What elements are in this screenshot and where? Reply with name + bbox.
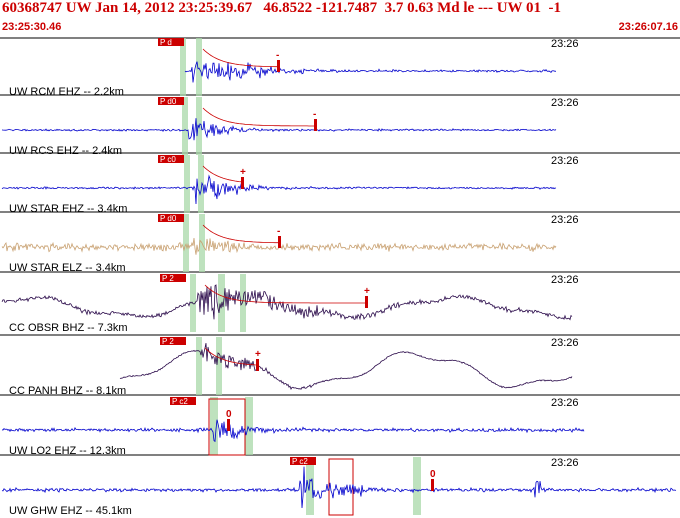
polarity-mark: + — [255, 349, 261, 360]
waveform-trace — [1, 118, 557, 141]
waveform-trace — [1, 419, 585, 443]
polarity-mark: + — [240, 167, 246, 178]
analysis-window — [240, 274, 246, 332]
coda-end-marker — [365, 296, 368, 308]
station-label: UW RCM EHZ -- 2.2km — [9, 86, 124, 98]
pick-flag — [160, 274, 186, 282]
analysis-window — [180, 38, 186, 96]
pick-flag — [160, 337, 186, 345]
coda-curve — [204, 284, 365, 304]
pick-label: P d — [160, 38, 172, 47]
end-time-label: 23:26:07.16 — [618, 21, 678, 33]
pick-label: P 2 — [162, 337, 174, 346]
pick-label: P 2 — [162, 274, 174, 283]
time-tick-label: 23:26 — [551, 155, 579, 167]
start-time-label: 23:25:30.46 — [2, 21, 62, 33]
analysis-window — [196, 97, 202, 155]
time-tick-label: 23:26 — [551, 274, 579, 286]
analysis-window — [196, 337, 202, 395]
waveform-trace — [1, 284, 573, 321]
station-label: UW GHW EHZ -- 45.1km — [9, 505, 132, 517]
time-tick-label: 23:26 — [551, 97, 579, 109]
trace-panel: P c2 0 23:26 UW GHW EHZ -- 45.1km — [1, 457, 677, 517]
analysis-window — [182, 97, 188, 155]
analysis-window — [413, 457, 421, 515]
trace-panel: P c2 0 23:26 UW LO2 EHZ -- 12.3km — [1, 397, 585, 457]
time-tick-label: 23:26 — [551, 337, 579, 349]
coda-end-marker — [314, 119, 317, 131]
coda-curve — [202, 107, 315, 127]
pick-label: P c2 — [172, 397, 188, 406]
station-label: CC OBSR BHZ -- 7.3km — [9, 322, 128, 334]
analysis-window — [184, 155, 190, 213]
station-label: UW LO2 EHZ -- 12.3km — [9, 445, 126, 457]
pick-flag — [170, 397, 196, 405]
trace-panel: P d - 23:26 UW RCM EHZ -- 2.2km — [9, 38, 579, 98]
coda-end-marker — [241, 177, 244, 189]
pick-label: P d0 — [160, 214, 177, 223]
polarity-mark: - — [277, 226, 280, 237]
pick-window-outline — [208, 398, 246, 456]
pick-flag — [158, 214, 184, 222]
analysis-window — [183, 214, 189, 272]
pick-label: P c2 — [292, 457, 308, 466]
time-tick-label: 23:26 — [551, 38, 579, 50]
polarity-mark: 0 — [226, 409, 232, 420]
pick-label: P d0 — [160, 97, 177, 106]
polarity-mark: 0 — [430, 469, 436, 480]
trace-panel: P c0 +23:26 UW STAR EHZ -- 3.4km — [1, 155, 579, 215]
polarity-mark: - — [276, 50, 279, 61]
analysis-window — [216, 337, 222, 395]
pick-flag — [158, 97, 184, 105]
trace-panel: P 2 +23:26 CC OBSR BHZ -- 7.3km — [1, 274, 579, 334]
station-label: UW STAR ELZ -- 3.4km — [9, 262, 126, 274]
coda-curve — [202, 48, 277, 68]
pick-flag — [290, 457, 316, 465]
waveform-trace — [119, 343, 573, 391]
time-tick-label: 23:26 — [551, 397, 579, 409]
waveform-trace — [1, 466, 677, 509]
coda-end-marker — [278, 236, 281, 248]
coda-curve — [202, 224, 279, 244]
waveform-trace — [1, 174, 557, 205]
waveform-trace — [184, 61, 557, 83]
analysis-window — [210, 397, 218, 455]
trace-panel: P d0 - 23:26 UW RCS EHZ -- 2.4km — [1, 97, 579, 157]
coda-curve — [204, 347, 258, 366]
station-label: UW STAR EHZ -- 3.4km — [9, 203, 127, 215]
coda-end-marker — [277, 60, 280, 72]
station-label: UW RCS EHZ -- 2.4km — [9, 145, 122, 157]
analysis-window — [306, 457, 314, 515]
coda-curve — [202, 165, 242, 183]
station-label: CC PANH BHZ -- 8.1km — [9, 385, 126, 397]
coda-end-marker — [227, 419, 230, 431]
trace-panel: P d0 - 23:26 UW STAR ELZ -- 3.4km — [1, 214, 579, 274]
pick-flag — [158, 155, 184, 163]
analysis-window — [198, 155, 204, 213]
time-tick-label: 23:26 — [551, 457, 579, 469]
polarity-mark: - — [313, 109, 316, 120]
analysis-window — [245, 397, 253, 455]
time-tick-label: 23:26 — [551, 214, 579, 226]
analysis-window — [196, 38, 202, 96]
event-header-title: 60368747 UW Jan 14, 2012 23:25:39.67 46.… — [2, 0, 562, 16]
coda-end-marker — [256, 359, 259, 371]
trace-panel: P 2 +23:26 CC PANH BHZ -- 8.1km — [9, 337, 579, 397]
pick-label: P c0 — [160, 155, 176, 164]
polarity-mark: + — [364, 286, 370, 297]
pick-flag — [158, 38, 184, 46]
coda-end-marker — [431, 479, 434, 491]
